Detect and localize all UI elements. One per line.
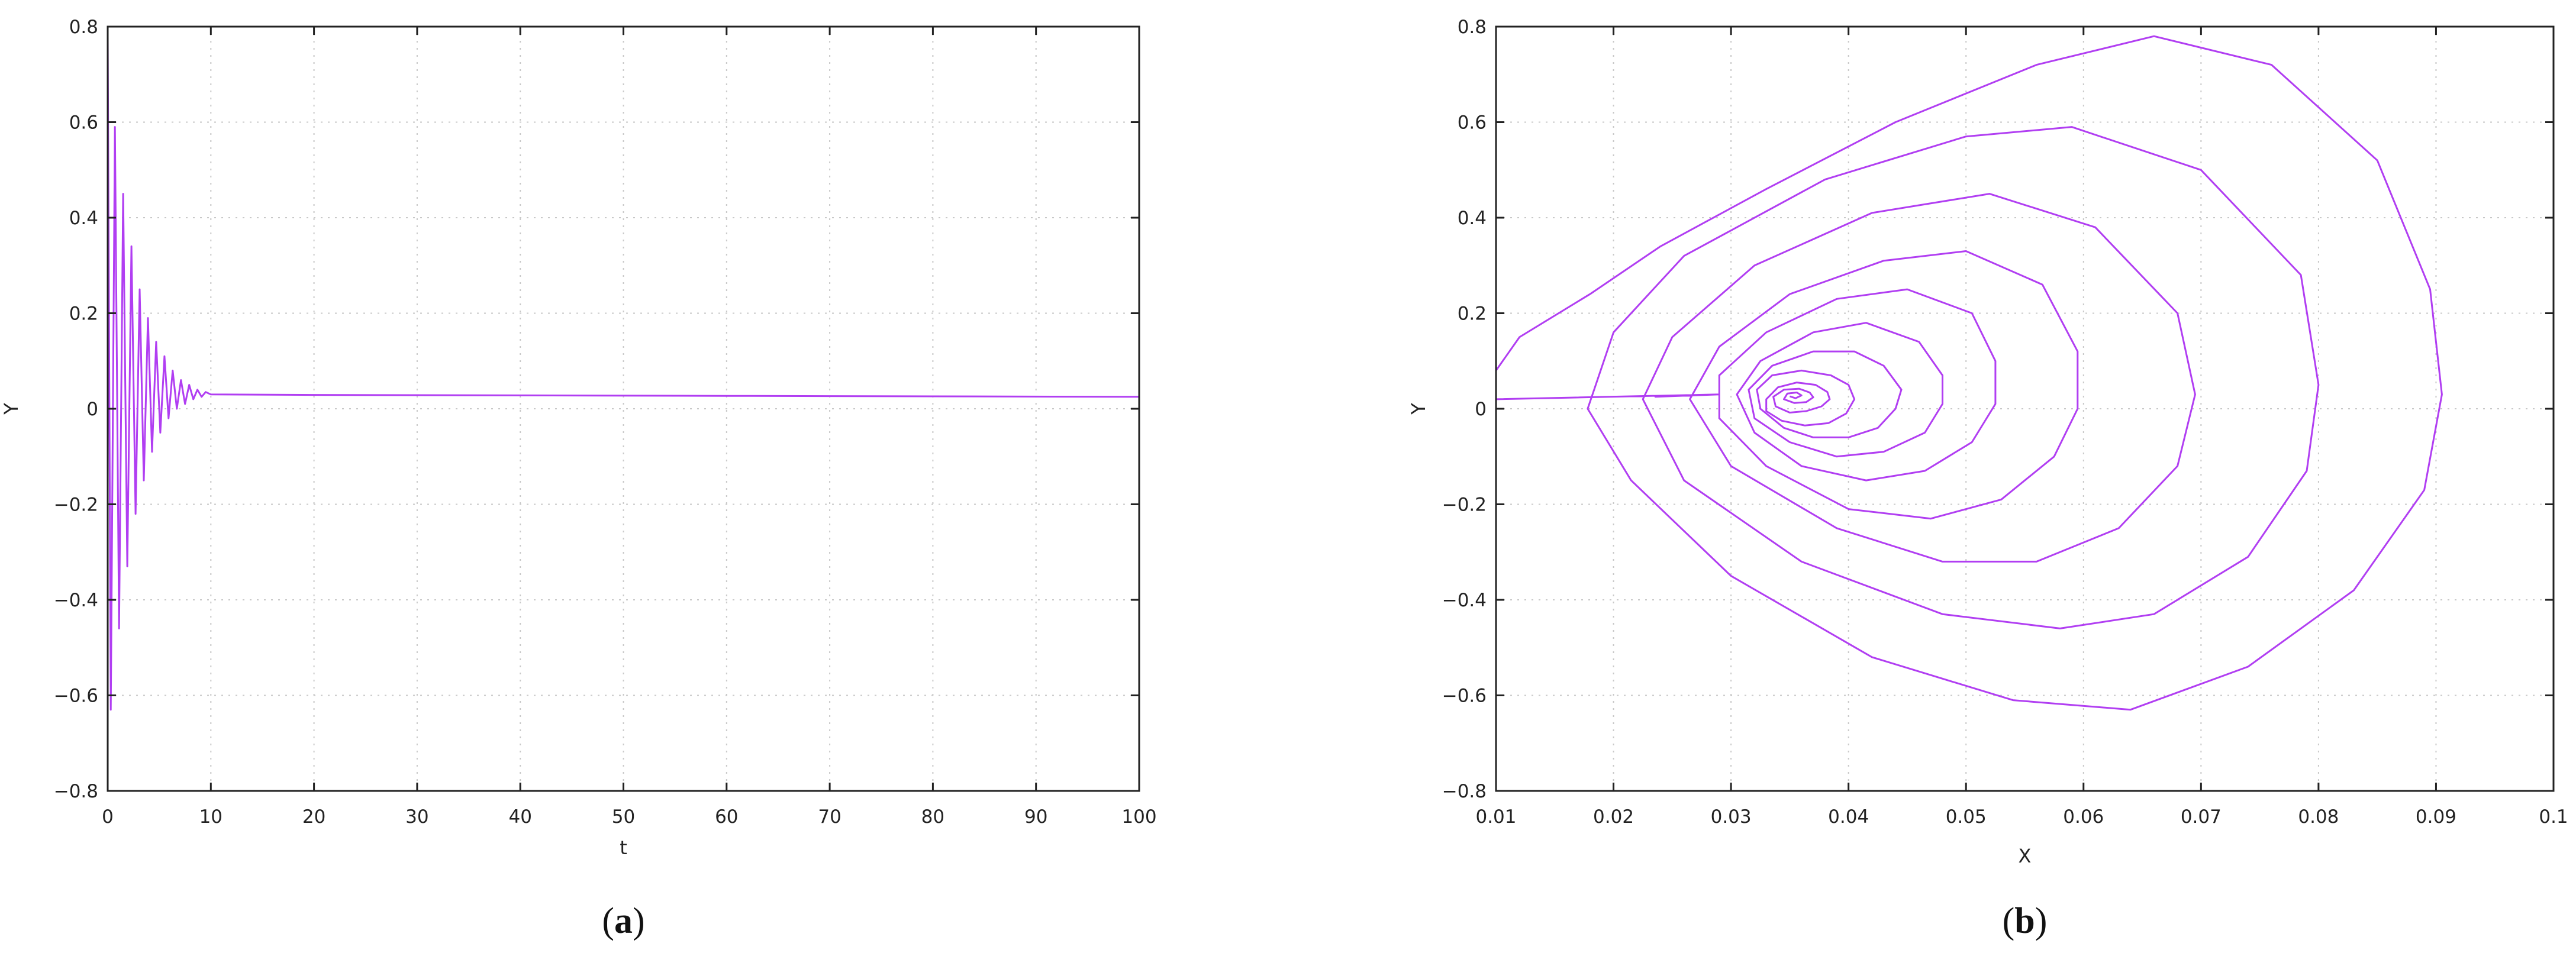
y-tick-label: −0.8 — [1442, 781, 1487, 802]
panel-open-paren: ( — [602, 901, 614, 941]
y-tick-label: 0.6 — [1458, 112, 1487, 134]
x-tick-label: 0 — [102, 806, 114, 828]
y-tick-label: −0.2 — [1442, 495, 1487, 516]
x-tick-label: 20 — [302, 806, 325, 828]
y-tick-label: 0.4 — [1458, 208, 1487, 229]
series-line — [1495, 35, 2443, 711]
x-tick-label: 0.08 — [2298, 806, 2339, 828]
y-tick-label: −0.2 — [54, 495, 98, 516]
x-tick-label: 0.09 — [2416, 806, 2456, 828]
chart-b-phase-portrait: 0.01 0.02 0.03 0.04 0.05 0.06 0.07 0.08 0.09 0.1 −… — [1407, 17, 2568, 941]
panel-letter: a — [614, 901, 633, 941]
y-axis-label: Y — [1407, 403, 1430, 415]
x-tick-label: 0.03 — [1711, 806, 1752, 828]
y-tick-label: 0.2 — [1458, 303, 1487, 325]
panel-label: (a) — [602, 901, 644, 941]
y-tick-label: −0.4 — [54, 590, 98, 611]
panel-close-paren: ) — [633, 901, 645, 941]
chart-a-time-series: 0 10 20 30 40 50 60 70 80 90 100 −0.8 −0.6 −0.4 −0.2 0 0… — [0, 17, 1157, 941]
y-tick-label: −0.8 — [54, 781, 98, 802]
panel-label: (b) — [2003, 901, 2048, 941]
y-tick-label: 0.4 — [69, 208, 98, 229]
x-tick-label: 50 — [612, 806, 635, 828]
series-line — [107, 36, 1140, 711]
x-tick-label: 0.06 — [2063, 806, 2104, 828]
y-tick-label: 0 — [86, 399, 98, 420]
y-tick-label: 0.8 — [1458, 17, 1487, 38]
panel-letter: b — [2014, 901, 2035, 941]
x-tick-label: 0.07 — [2181, 806, 2222, 828]
x-tick-label: 60 — [715, 806, 738, 828]
x-axis-label: t — [620, 836, 627, 859]
x-tick-label: 90 — [1024, 806, 1047, 828]
x-tick-label: 40 — [508, 806, 531, 828]
x-tick-label: 80 — [921, 806, 944, 828]
x-tick-label: 70 — [818, 806, 841, 828]
y-tick-label: −0.4 — [1442, 590, 1487, 611]
y-tick-label: 0.2 — [69, 303, 98, 325]
panel-close-paren: ) — [2035, 901, 2048, 941]
x-tick-label: 10 — [199, 806, 223, 828]
panel-open-paren: ( — [2003, 901, 2015, 941]
y-axis-label: Y — [0, 403, 22, 415]
y-tick-label: 0.8 — [69, 17, 98, 38]
x-tick-label: 0.01 — [1475, 806, 1516, 828]
x-tick-label: 0.04 — [1828, 806, 1869, 828]
x-tick-label: 30 — [405, 806, 428, 828]
y-tick-label: 0.6 — [69, 112, 98, 134]
y-tick-label: 0 — [1475, 399, 1487, 420]
y-tick-label: −0.6 — [54, 686, 98, 707]
x-tick-label: 100 — [1121, 806, 1156, 828]
x-axis-label: X — [2019, 845, 2032, 867]
y-tick-label: −0.6 — [1442, 686, 1487, 707]
x-tick-label: 0.05 — [1946, 806, 1987, 828]
plot-frame — [1495, 25, 2555, 792]
x-tick-label: 0.1 — [2539, 806, 2568, 828]
x-tick-label: 0.02 — [1593, 806, 1634, 828]
